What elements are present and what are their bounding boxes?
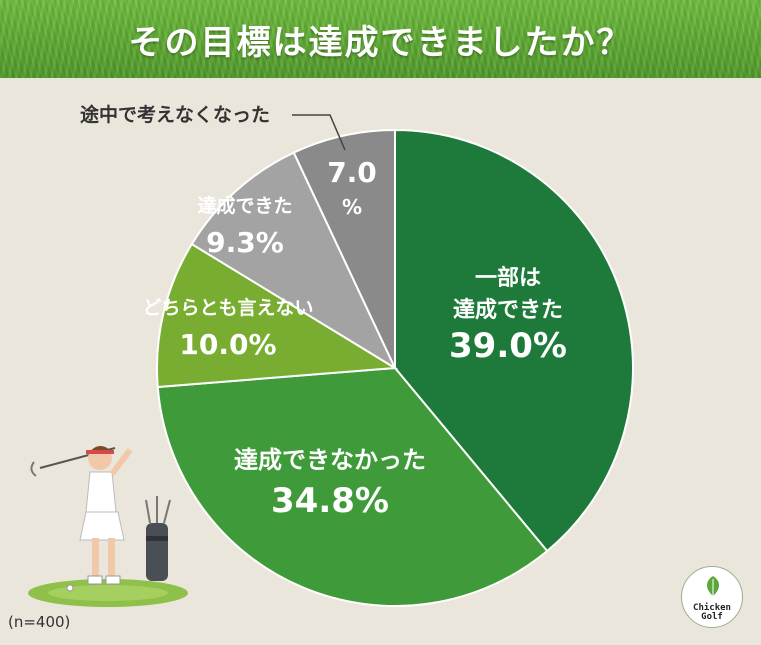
slice-value-label: 39.0%: [449, 326, 567, 366]
pie-slice-5: [292, 128, 396, 369]
pie-chart: 一部は達成できた39.0%達成できなかった34.8%どちらとも言えない10.0%…: [80, 103, 634, 607]
pie-slice-1: [394, 128, 634, 553]
slice-value-label: 10.0%: [179, 328, 276, 361]
pie-slice-2: [156, 366, 549, 607]
slice-label-4: 達成できた 9.3%: [197, 194, 292, 259]
slice-category-label: 達成できた: [197, 194, 292, 217]
pie-slice-3: [156, 242, 399, 389]
title-banner: その目標は達成できましたか？: [0, 0, 761, 78]
slice-category-label: 達成できなかった: [234, 446, 426, 474]
slice-category-label: 達成できた: [453, 297, 563, 323]
chicken-golf-logo: Chicken Golf: [681, 566, 743, 628]
slice-value-label: 34.8%: [271, 481, 389, 521]
slice-category-label: どちらとも言えない: [142, 296, 313, 319]
golfer-illustration: [28, 446, 188, 607]
chart-title: その目標は達成できましたか？: [128, 22, 633, 63]
slice-value-percent: %: [342, 195, 362, 219]
slice-category-label: 途中で考えなくなった: [80, 103, 270, 126]
slice-label-5: 途中で考えなくなった 7.0%: [80, 103, 377, 219]
leaf-icon: [707, 576, 719, 596]
slice-value-label: 9.3%: [206, 226, 284, 259]
pie-slice-4: [190, 151, 398, 371]
logo-text-chicken: Chicken: [693, 603, 731, 613]
slice-label-2: 達成できなかった 34.8%: [234, 446, 426, 521]
slice-label-3: どちらとも言えない 10.0%: [142, 296, 313, 361]
sample-size-note: (n=400): [8, 613, 71, 631]
slice-value-label: 7.0: [327, 156, 377, 189]
slice-category-label: 一部は: [475, 265, 541, 291]
leader-line: [292, 114, 346, 151]
logo-text-golf: Golf: [701, 612, 723, 622]
